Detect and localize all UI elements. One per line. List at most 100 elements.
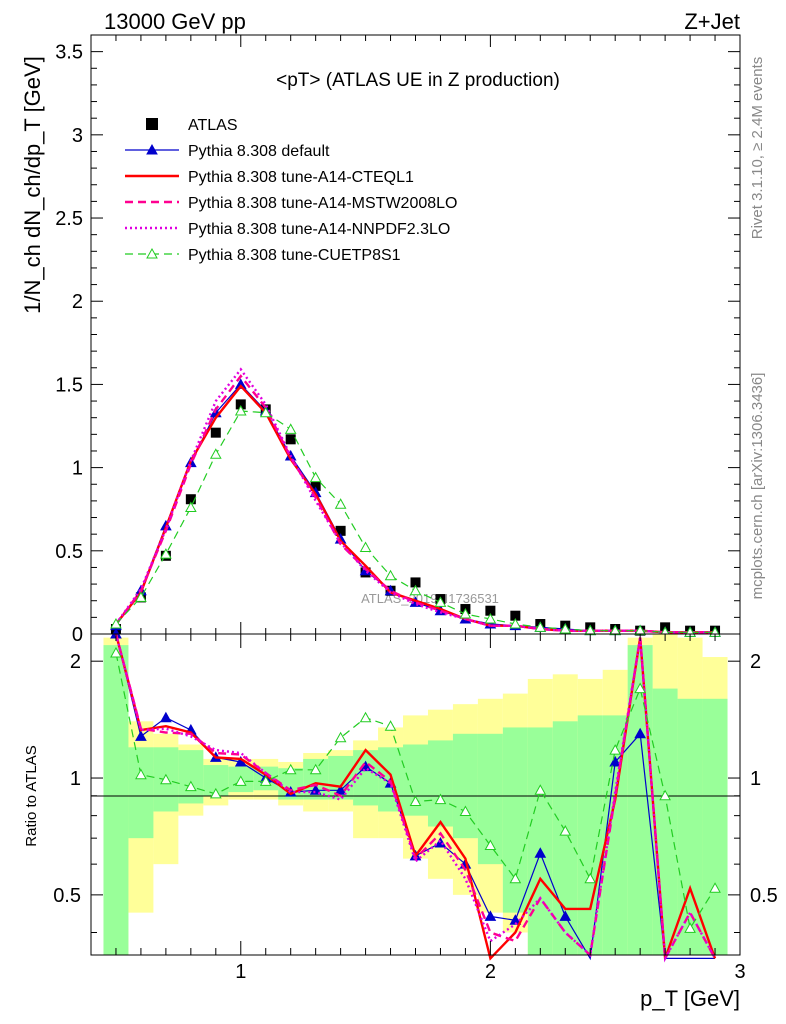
ratio-series-pythia-8-308-tune-cuetp8s1 <box>110 646 721 933</box>
uncertainty-band-inner <box>427 740 453 827</box>
data-point <box>209 448 222 459</box>
legend-marker <box>146 143 158 155</box>
process-label: Z+Jet <box>684 9 740 34</box>
ratio-point <box>659 789 671 801</box>
main-title: <pT> (ATLAS UE in Z production) <box>276 70 560 91</box>
main-y-tick-label: 3 <box>72 125 83 147</box>
ratio-point <box>259 775 272 786</box>
ratio-point <box>559 825 572 836</box>
legend: ATLAS Pythia 8.308 default Pythia 8.308 tu… <box>125 117 457 264</box>
legend-marker <box>146 118 158 130</box>
series-pythia-8-308-default <box>110 378 721 637</box>
data-point <box>234 378 247 389</box>
ratio-point <box>184 780 197 792</box>
data-point <box>284 423 297 434</box>
data-point <box>359 541 372 552</box>
ratio-point <box>359 711 372 723</box>
ratio-y-tick-label: 0.5 <box>750 885 778 907</box>
series-line <box>115 367 715 634</box>
ratio-point <box>384 720 397 731</box>
main-y-tick-label: 0.5 <box>55 541 83 563</box>
data-point <box>485 605 496 616</box>
ratio-point <box>609 744 622 755</box>
series-pythia-8-308-tune-a14-nnpdf2-3lo <box>115 367 715 634</box>
data-point <box>184 501 197 513</box>
main-y-tick-label: 1.5 <box>55 374 83 396</box>
ratio-panel: 0.5 0.5 1 1 2 2 1 2 3 Ratio to ATLAS p_T [GeV] <box>23 627 778 1011</box>
x-tick-label: 2 <box>485 961 496 983</box>
ratio-point <box>309 763 322 775</box>
ratio-point <box>684 922 696 933</box>
ratio-y-tick-label: 0.5 <box>53 885 81 907</box>
ratio-y-label: Ratio to ATLAS <box>23 745 40 846</box>
data-point <box>509 617 522 629</box>
data-point <box>534 621 547 632</box>
uncertainty-band-inner <box>702 698 728 955</box>
data-point <box>210 427 221 438</box>
legend-item: Pythia 8.308 tune-A14-NNPDF2.3LO <box>125 221 450 238</box>
ratio-point <box>160 711 172 723</box>
ratio-point <box>609 755 622 767</box>
ratio-point <box>709 882 721 893</box>
data-point <box>484 612 497 624</box>
ratio-point <box>484 839 497 851</box>
ratio-point <box>234 775 247 786</box>
ratio-point <box>634 727 647 739</box>
legend-label: Pythia 8.308 default <box>188 143 330 160</box>
uncertainty-band-inner <box>652 688 678 955</box>
uncertainty-band-inner <box>677 698 703 955</box>
data-point <box>410 577 421 588</box>
ratio-point <box>334 731 347 743</box>
legend-label: Pythia 8.308 tune-CUETP8S1 <box>188 247 401 264</box>
main-panel: 0 0.5 1 1.5 2 2.5 3 3.5 ATLAS_2019_I1736531 <pT… <box>20 34 741 646</box>
ratio-point <box>559 910 572 921</box>
data-point <box>409 584 422 596</box>
ratio-point <box>110 646 122 658</box>
x-axis-ticks: 1 2 3 <box>115 634 746 983</box>
ratio-point <box>459 805 472 816</box>
ratio-point <box>160 773 172 785</box>
legend-item: Pythia 8.308 tune-A14-MSTW2008LO <box>125 195 457 212</box>
main-series <box>110 367 721 637</box>
x-tick-label: 3 <box>734 961 745 983</box>
data-point <box>160 548 172 559</box>
ratio-point <box>584 872 597 884</box>
main-y-tick-label: 0 <box>72 624 83 646</box>
ratio-y-ticks: 0.5 0.5 1 1 2 2 <box>53 651 778 933</box>
uncertainty-band-inner <box>178 750 204 804</box>
ratio-point <box>484 910 497 921</box>
main-y-tick-label: 1 <box>72 458 83 480</box>
mcplots-label: mcplots.cern.ch [arXiv:1306.3436] <box>749 373 766 600</box>
data-point <box>334 498 347 509</box>
rivet-label: Rivet 3.1.10, ≥ 2.4M events <box>749 57 766 240</box>
uncertainty-band-inner <box>103 645 129 955</box>
legend-label: Pythia 8.308 tune-A14-CTEQL1 <box>188 169 414 186</box>
data-point <box>309 471 322 483</box>
data-point <box>135 591 147 602</box>
data-point <box>285 434 296 445</box>
main-y-tick-label: 2.5 <box>55 208 83 230</box>
legend-item: Pythia 8.308 tune-A14-CTEQL1 <box>125 169 414 186</box>
legend-item: Pythia 8.308 tune-CUETP8S1 <box>125 247 401 264</box>
main-y-label: 1/N_ch dN_ch/dp_T [GeV] <box>20 56 45 314</box>
legend-item: ATLAS <box>146 117 238 134</box>
legend-label: Pythia 8.308 tune-A14-NNPDF2.3LO <box>188 221 450 238</box>
ratio-y-tick-label: 1 <box>70 768 81 790</box>
ratio-point <box>135 730 147 741</box>
main-y-tick-label: 3.5 <box>55 42 83 64</box>
ratio-y-tick-label: 2 <box>70 651 81 673</box>
ratio-point <box>284 763 297 775</box>
legend-marker <box>146 247 158 259</box>
uncertainty-band-inner <box>502 727 528 913</box>
data-point <box>459 608 472 619</box>
ratio-point <box>135 768 147 780</box>
legend-label: Pythia 8.308 tune-A14-MSTW2008LO <box>188 195 457 212</box>
ratio-point <box>334 784 347 795</box>
ratio-point <box>434 793 447 805</box>
data-point <box>384 569 397 581</box>
data-point <box>235 399 246 410</box>
uncertainty-band-inner <box>452 733 478 839</box>
ratio-point <box>209 787 222 799</box>
data-point <box>259 406 272 418</box>
